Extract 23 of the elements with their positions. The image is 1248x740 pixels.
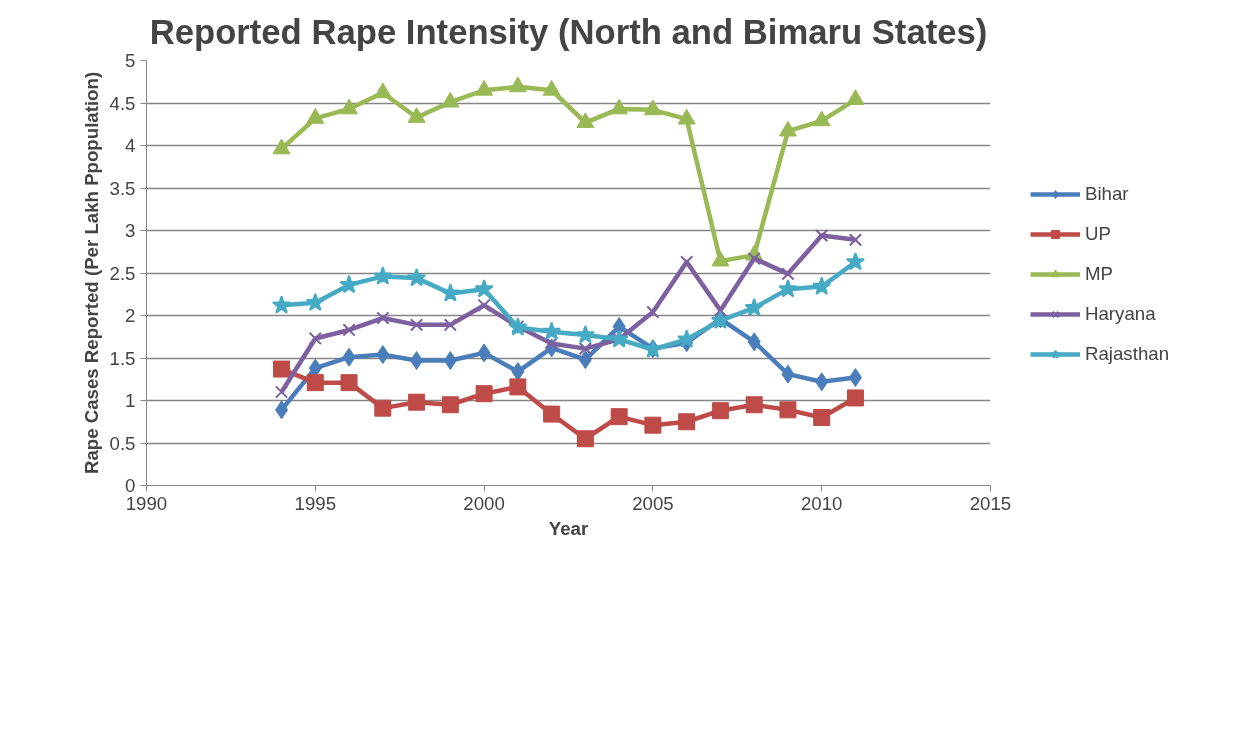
y-tick-label: 4.5 [109, 92, 136, 114]
x-tick-label: 2010 [800, 492, 843, 514]
y-tick-label: 0.5 [109, 432, 136, 454]
y-tick-label: 5 [125, 50, 136, 71]
legend-label: UP [1085, 223, 1111, 245]
legend-label: MP [1085, 263, 1113, 285]
y-tick-label: 3.5 [109, 177, 136, 199]
y-tick-label: 2.5 [109, 262, 136, 284]
x-tick-label: 2015 [969, 492, 1012, 514]
y-tick-label: 4 [125, 135, 136, 156]
x-tick-label: 2005 [632, 492, 674, 514]
chart-title: Reported Rape Intensity (North and Bimaru States) [149, 12, 988, 51]
y-tick-label: 1.5 [109, 347, 136, 369]
legend-label: Bihar [1085, 183, 1129, 205]
y-tick-label: 2 [125, 305, 136, 326]
x-axis-title: Year [548, 517, 589, 539]
y-axis-title: Rape Cases Reported (Per Lakh Ppopulation) [80, 71, 102, 475]
legend-label: Haryana [1085, 303, 1156, 325]
legend-label: Rajasthan [1085, 343, 1170, 365]
y-tick-label: 3 [125, 220, 136, 241]
x-tick-label: 1995 [294, 492, 337, 514]
y-tick-label: 1 [125, 390, 136, 411]
x-tick-label: 2000 [463, 492, 505, 514]
